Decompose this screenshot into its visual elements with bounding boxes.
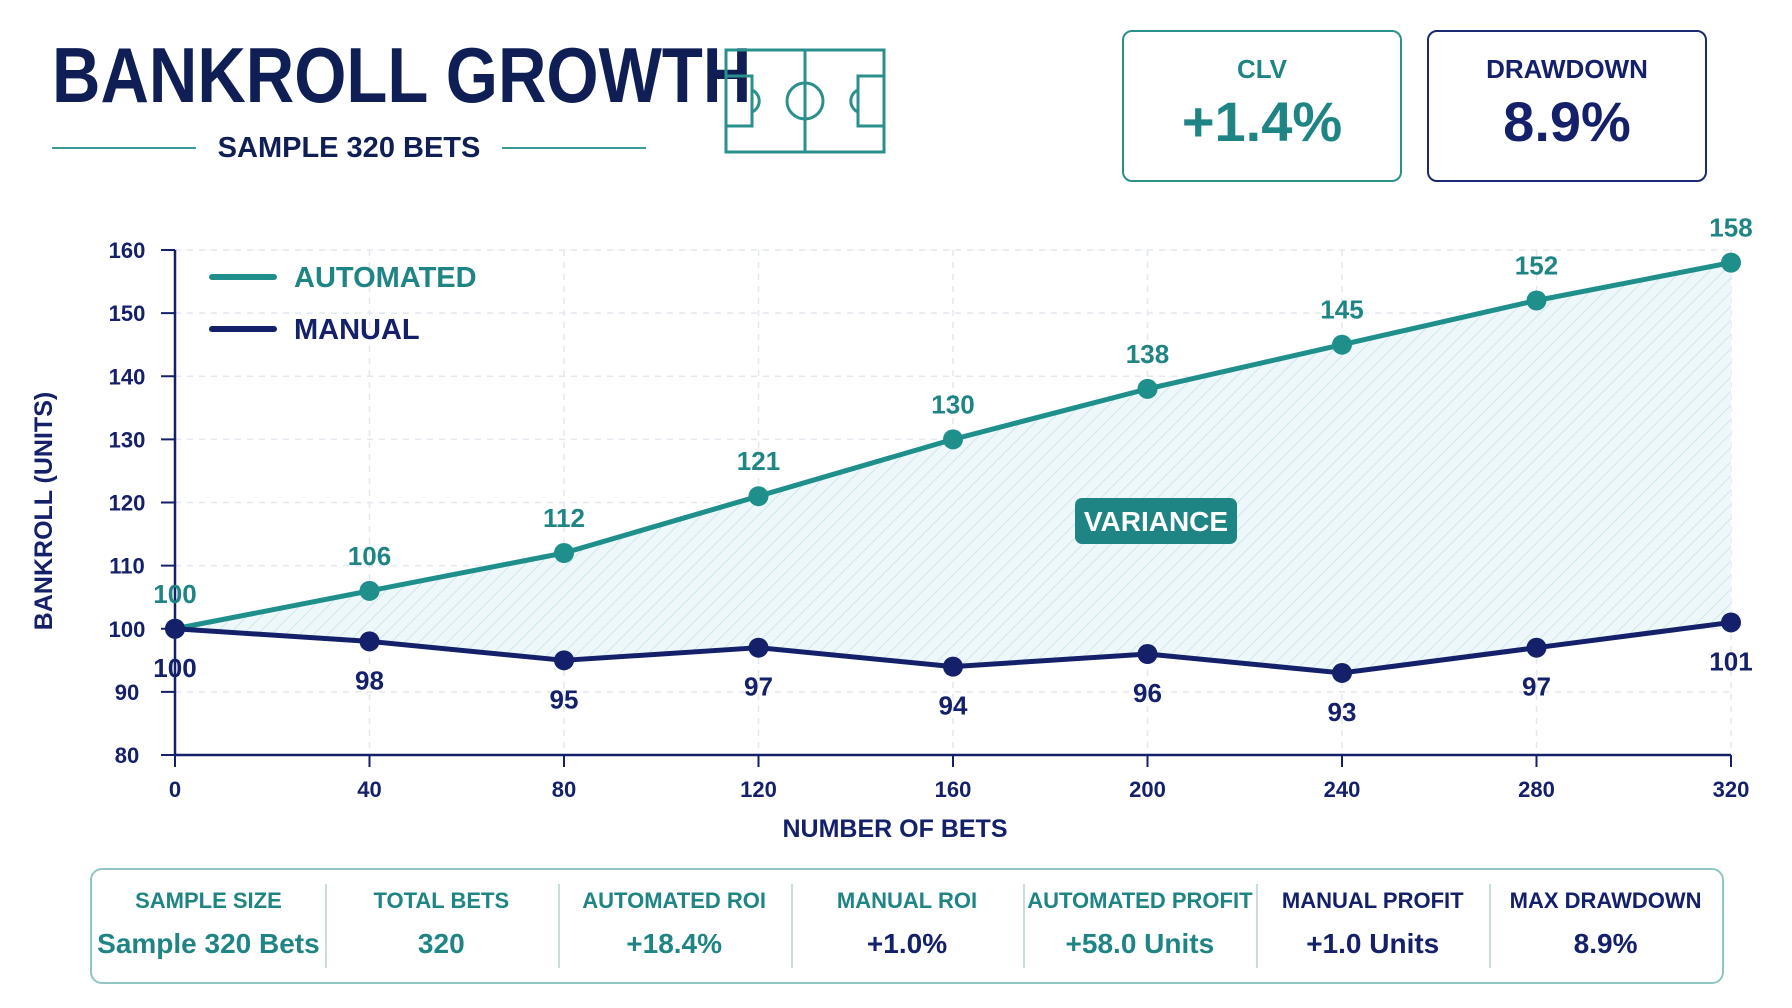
stat-cell: AUTOMATED PROFIT +58.0 Units [1023, 870, 1256, 982]
drawdown-label: DRAWDOWN [1486, 54, 1648, 84]
data-point-automated [1332, 334, 1352, 355]
variance-label: VARIANCE [1084, 506, 1228, 537]
x-axis-title: NUMBER OF BETS [783, 815, 1008, 843]
data-label-automated: 112 [543, 503, 585, 533]
data-label-manual: 95 [550, 684, 579, 714]
y-tick-label: 160 [109, 238, 146, 263]
data-point-manual [748, 637, 769, 658]
y-tick-label: 80 [115, 743, 139, 768]
x-tick-label: 80 [552, 777, 576, 802]
y-tick-label: 130 [109, 427, 146, 452]
data-point-automated [1137, 378, 1158, 399]
subtitle-rule-right [502, 147, 646, 149]
data-label-manual: 93 [1328, 697, 1357, 727]
data-point-manual [359, 631, 380, 652]
variance-badge [1075, 498, 1237, 544]
page-title: BANKROLL GROWTH [52, 31, 752, 119]
data-label-manual: 101 [1709, 646, 1752, 676]
subtitle: SAMPLE 320 BETS [217, 131, 481, 164]
stat-cell: TOTAL BETS 320 [324, 870, 558, 982]
data-point-automated [359, 580, 380, 601]
x-tick-label: 160 [935, 777, 972, 802]
stat-label: MANUAL ROI [836, 888, 978, 913]
data-point-manual [554, 650, 574, 671]
y-tick-label: 120 [109, 491, 146, 516]
clv-value: +1.4% [1181, 90, 1343, 153]
legend-label-automated: AUTOMATED [294, 262, 477, 294]
stat-value: 320 [417, 928, 465, 959]
stat-label: MAX DRAWDOWN [1509, 888, 1702, 913]
stat-label: SAMPLE SIZE [135, 888, 282, 913]
data-label-automated: 138 [1126, 339, 1169, 369]
y-tick-label: 90 [115, 680, 139, 705]
data-label-manual: 98 [355, 665, 384, 695]
data-point-manual [1526, 637, 1547, 658]
data-label-automated: 106 [348, 541, 391, 571]
y-axis-title: BANKROLL (UNITS) [30, 392, 58, 630]
legend-label-manual: MANUAL [294, 314, 420, 346]
x-tick-label: 120 [740, 777, 777, 802]
data-label-manual: 97 [1522, 672, 1551, 702]
data-point-automated [943, 429, 963, 450]
clv-label: CLV [1236, 54, 1288, 84]
data-point-manual [1137, 644, 1158, 664]
data-label-manual: 97 [744, 672, 773, 702]
data-label-manual: 100 [153, 653, 196, 683]
data-label-automated: 121 [737, 446, 780, 476]
y-tick-label: 100 [109, 617, 146, 642]
x-tick-label: 240 [1324, 777, 1361, 802]
data-point-manual [165, 618, 185, 639]
stat-label: TOTAL BETS [373, 888, 510, 913]
stat-cell: AUTOMATED ROI +18.4% [557, 870, 791, 982]
clv-card: CLV +1.4% [1122, 30, 1402, 182]
subtitle-rule-left [52, 147, 196, 149]
football-pitch-icon [724, 48, 886, 154]
stat-value: +1.0 Units [1306, 928, 1440, 959]
data-label-automated: 130 [931, 389, 974, 419]
x-tick-label: 280 [1518, 777, 1555, 802]
legend: AUTOMATED MANUAL [209, 262, 477, 346]
drawdown-card: DRAWDOWN 8.9% [1427, 30, 1707, 182]
data-label-automated: 145 [1320, 295, 1363, 325]
x-tick-label: 40 [357, 777, 381, 802]
variance-annotation: VARIANCE [1075, 498, 1237, 544]
data-point-manual [1332, 662, 1352, 683]
data-label-manual: 96 [1133, 678, 1162, 708]
data-label-automated: 152 [1515, 251, 1558, 281]
stat-value: 8.9% [1573, 928, 1638, 959]
stat-cell: MANUAL PROFIT +1.0 Units [1256, 870, 1489, 982]
data-point-manual [1721, 612, 1741, 633]
stat-label: MANUAL PROFIT [1281, 888, 1464, 913]
data-label-automated: 100 [153, 579, 196, 609]
bankroll-line-chart: 80 90 100 110 120 130 140 150 160 0 40 80 120 160 200 2… [30, 213, 1753, 843]
subtitle-row: SAMPLE 320 BETS [52, 128, 646, 168]
drawdown-value: 8.9% [1503, 90, 1631, 153]
stat-cell: MANUAL ROI +1.0% [790, 870, 1024, 982]
stat-value: +18.4% [626, 928, 723, 959]
stat-value: +58.0 Units [1065, 928, 1215, 959]
data-label-automated: 158 [1709, 213, 1752, 243]
stat-value: Sample 320 Bets [97, 928, 320, 959]
stat-value: +1.0% [866, 928, 948, 959]
y-tick-label: 150 [109, 301, 146, 326]
x-tick-label: 320 [1713, 777, 1750, 802]
x-tick-label: 0 [169, 777, 181, 802]
y-tick-label: 110 [109, 554, 145, 579]
y-tick-label: 140 [109, 364, 146, 389]
data-point-automated [554, 543, 574, 563]
stat-label: AUTOMATED PROFIT [1027, 888, 1253, 913]
data-point-manual [943, 656, 963, 677]
data-point-automated [1526, 290, 1547, 311]
variance-area [175, 262, 1731, 673]
data-point-automated [748, 486, 769, 507]
summary-stats-bar: SAMPLE SIZE Sample 320 Bets TOTAL BETS 320 A… [90, 868, 1724, 984]
stat-cell: MAX DRAWDOWN 8.9% [1489, 870, 1722, 982]
stat-label: AUTOMATED ROI [582, 888, 767, 913]
data-label-manual: 94 [939, 691, 968, 721]
stat-cell: SAMPLE SIZE Sample 320 Bets [92, 870, 325, 982]
x-tick-label: 200 [1129, 777, 1166, 802]
data-point-automated [1721, 252, 1741, 273]
